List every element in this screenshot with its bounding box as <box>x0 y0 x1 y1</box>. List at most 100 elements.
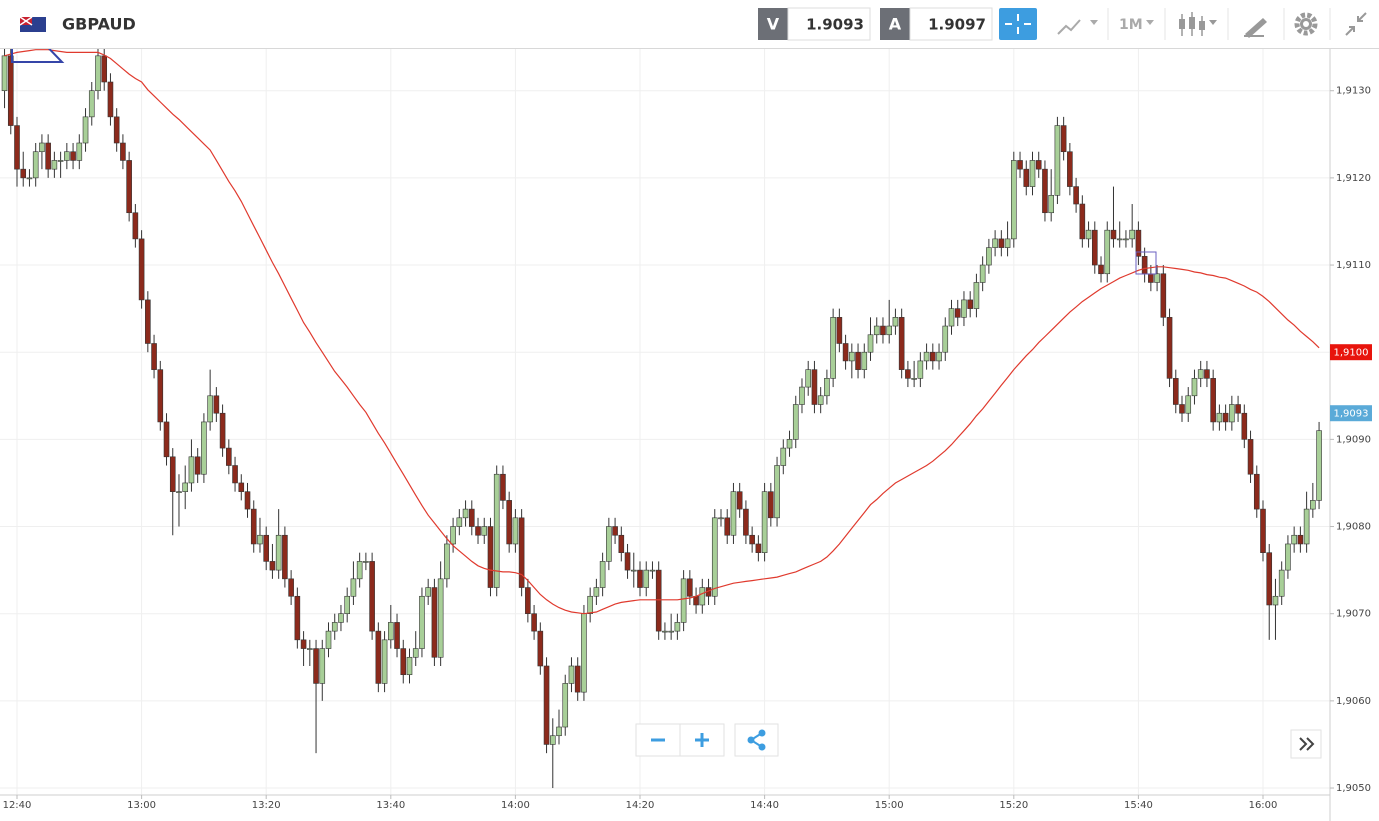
candle-body <box>1116 238 1123 241</box>
candle-body <box>1191 378 1198 397</box>
scroll-right-button[interactable] <box>1290 729 1322 759</box>
candle-body <box>95 55 101 92</box>
candle-body <box>1010 160 1017 240</box>
zoom-out-button[interactable] <box>635 723 681 757</box>
bid-value-box <box>787 7 871 41</box>
candle-body <box>437 578 444 658</box>
crosshair-button[interactable] <box>999 8 1037 40</box>
candle-body <box>1 55 8 92</box>
candle-body <box>157 369 164 423</box>
candle-body <box>606 526 612 562</box>
ask-label: A <box>889 15 902 34</box>
x-tick-label: 14:20 <box>626 800 655 811</box>
dropdown-arrow <box>1146 20 1154 25</box>
candle-body <box>64 151 70 161</box>
y-tick-label: 1,9080 <box>1336 522 1371 533</box>
candle-body <box>32 151 39 179</box>
timeframe-button[interactable]: 1M <box>1119 17 1154 33</box>
candle-body <box>680 578 687 623</box>
candle-body <box>450 526 456 545</box>
candle-body <box>163 421 170 458</box>
candle-body <box>973 282 980 309</box>
y-tick-label: 1,9130 <box>1336 86 1371 97</box>
candle-body <box>774 465 780 519</box>
candle-body <box>743 508 749 536</box>
bid-label-box <box>758 8 788 40</box>
collapse-button[interactable] <box>1345 12 1367 36</box>
candle-body <box>1266 552 1273 606</box>
candle-body <box>1253 473 1260 510</box>
candle-body <box>82 116 89 144</box>
ask-box[interactable]: A 1.9097 <box>880 7 993 41</box>
candle-body <box>51 160 58 170</box>
candle-body <box>531 613 537 632</box>
candle-body <box>481 526 488 536</box>
candle-body <box>911 378 917 380</box>
candle-body <box>238 482 245 492</box>
candle-body <box>456 517 463 527</box>
candle-body <box>275 534 282 571</box>
candle-body <box>219 412 226 449</box>
candle-body <box>936 351 942 362</box>
candle-body <box>637 569 643 588</box>
candle-body <box>662 630 668 633</box>
candle-body <box>556 726 562 737</box>
candle-body <box>674 622 681 632</box>
candle-body <box>57 160 64 162</box>
candle-body <box>711 517 718 597</box>
candle-body <box>1172 378 1179 405</box>
candle-body <box>1179 404 1185 414</box>
candle-body <box>1135 229 1142 257</box>
candle-body <box>649 569 656 572</box>
x-tick-label: 15:40 <box>1124 800 1153 811</box>
bid-box[interactable]: V 1.9093 <box>758 7 871 41</box>
candle-body <box>406 656 413 676</box>
candle-body <box>169 456 176 492</box>
candle-body <box>1278 569 1285 597</box>
candle-type-button[interactable] <box>1179 12 1217 36</box>
candle-body <box>288 578 294 597</box>
chart-type-button[interactable] <box>1057 19 1098 35</box>
candle-body <box>923 351 930 362</box>
candle-body <box>338 613 344 623</box>
candle-body <box>363 561 369 563</box>
toolbar <box>0 0 1379 48</box>
candle-body <box>400 648 407 676</box>
x-tick-label: 16:00 <box>1249 800 1278 811</box>
zoom-in-button[interactable] <box>679 723 725 757</box>
settings-button[interactable] <box>1294 12 1318 36</box>
candle-body <box>1303 508 1310 545</box>
candle-body <box>668 630 674 633</box>
candle-body <box>1204 369 1210 379</box>
candle-body <box>1104 229 1111 275</box>
y-tick-label: 1,9060 <box>1336 696 1371 707</box>
candle-body <box>226 447 232 466</box>
x-tick-label: 14:00 <box>501 800 530 811</box>
candle-body <box>1110 229 1117 240</box>
candle-body <box>543 665 550 745</box>
candle-body <box>1260 508 1266 553</box>
candle-body <box>1073 186 1079 205</box>
candle-body <box>419 595 425 649</box>
candle-body <box>643 569 650 588</box>
candle-body <box>1160 273 1167 318</box>
candle-body <box>1017 160 1023 170</box>
candle-body <box>917 360 924 379</box>
candle-body <box>730 491 737 536</box>
candle-body <box>549 735 556 745</box>
candle-body <box>39 142 45 153</box>
candle-body <box>194 456 201 475</box>
y-tick-label: 1,9090 <box>1336 434 1371 445</box>
candle-body <box>593 587 600 597</box>
candle-body <box>444 543 450 580</box>
candle-body <box>282 534 288 580</box>
candle-body <box>257 534 263 545</box>
bid-label: V <box>767 15 780 34</box>
y-tick-label: 1,9070 <box>1336 609 1371 620</box>
candle-body <box>905 369 911 379</box>
candle-body <box>182 482 189 492</box>
draw-button[interactable] <box>1244 18 1267 38</box>
candle-body <box>574 665 581 693</box>
share-button[interactable] <box>734 723 779 757</box>
